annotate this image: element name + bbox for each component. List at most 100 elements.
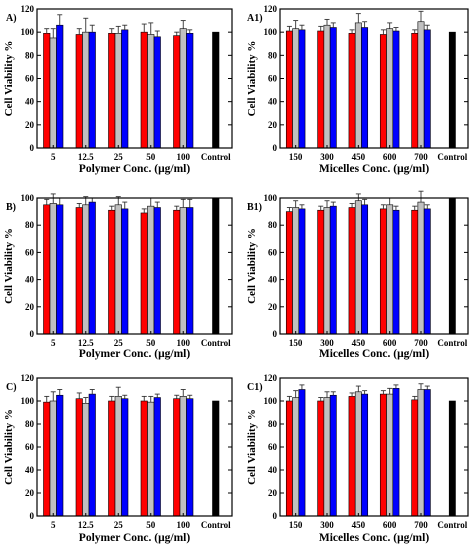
bar-gray bbox=[114, 396, 122, 517]
plot-frame bbox=[36, 377, 233, 517]
y-tick-label: 80 bbox=[268, 220, 278, 230]
chart-panel-5: C1) Cell Viability % 0 20 40 60 80 100 120 150 300… bbox=[246, 373, 469, 544]
y-tick-label: 100 bbox=[21, 396, 35, 406]
y-tick-label: 120 bbox=[264, 373, 278, 383]
bar-blue bbox=[329, 27, 337, 149]
y-tick-label: 40 bbox=[25, 97, 35, 107]
y-tick-label: 80 bbox=[25, 419, 35, 429]
panel-label: B1) bbox=[247, 202, 262, 213]
bar-control bbox=[212, 31, 220, 149]
x-tick-label: 5 bbox=[51, 338, 56, 348]
x-tick-label-control: Control bbox=[201, 152, 231, 162]
x-tick-label: 700 bbox=[414, 520, 428, 530]
plot-frame bbox=[36, 8, 233, 149]
plot-frame bbox=[279, 8, 469, 149]
x-axis-label: Polymer Conc. (μg/ml) bbox=[79, 163, 191, 175]
bar-blue bbox=[298, 389, 306, 517]
y-tick-label: 60 bbox=[25, 74, 35, 84]
y-tick-label: 0 bbox=[273, 329, 278, 339]
bar-gray bbox=[386, 28, 394, 149]
bar-gray bbox=[179, 207, 187, 335]
bar-blue bbox=[423, 389, 431, 517]
bar-blue bbox=[56, 24, 64, 149]
bar-red bbox=[285, 30, 293, 149]
y-tick-label: 20 bbox=[25, 120, 35, 130]
x-tick-label: 300 bbox=[320, 520, 334, 530]
y-tick-label: 80 bbox=[268, 50, 278, 60]
bar-red bbox=[348, 207, 356, 335]
bar-blue bbox=[56, 204, 64, 335]
x-axis-label: Polymer Conc. (μg/ml) bbox=[79, 532, 191, 544]
bar-blue bbox=[329, 394, 337, 517]
bar-red bbox=[411, 209, 419, 335]
bar-red bbox=[43, 33, 51, 149]
bar-blue bbox=[423, 208, 431, 335]
bar-gray bbox=[114, 204, 122, 335]
bar-gray bbox=[354, 391, 362, 517]
bar-gray bbox=[354, 22, 362, 149]
bar-red bbox=[140, 31, 148, 149]
bar-gray bbox=[417, 389, 425, 517]
bar-gray bbox=[292, 397, 300, 517]
bar-blue bbox=[392, 388, 400, 517]
bar-red bbox=[317, 30, 325, 149]
bar-red bbox=[379, 208, 387, 335]
x-tick-label: 600 bbox=[383, 520, 397, 530]
y-tick-label: 100 bbox=[264, 396, 278, 406]
x-tick-label-control: Control bbox=[437, 152, 467, 162]
x-tick-label-control: Control bbox=[437, 520, 467, 530]
y-tick-label: 0 bbox=[273, 511, 278, 521]
x-tick-label: 150 bbox=[289, 338, 303, 348]
bar-blue bbox=[298, 29, 306, 149]
bar-red bbox=[75, 207, 83, 335]
y-tick-label: 100 bbox=[264, 27, 278, 37]
bar-red bbox=[379, 34, 387, 149]
bar-gray bbox=[147, 401, 155, 517]
x-tick-label-control: Control bbox=[201, 338, 231, 348]
x-tick-label: 450 bbox=[352, 520, 366, 530]
bar-blue bbox=[88, 201, 96, 335]
y-tick-label: 20 bbox=[268, 120, 278, 130]
y-axis-label: Cell Viability % bbox=[246, 228, 258, 304]
bar-red bbox=[379, 393, 387, 517]
y-tick-label: 80 bbox=[268, 419, 278, 429]
bar-gray bbox=[82, 204, 90, 335]
bar-red bbox=[285, 211, 293, 335]
bar-gray bbox=[417, 201, 425, 335]
panel-label: A1) bbox=[247, 13, 263, 24]
bar-gray bbox=[417, 21, 425, 149]
bar-red bbox=[43, 401, 51, 517]
x-tick-label: 700 bbox=[414, 152, 428, 162]
y-tick-label: 100 bbox=[264, 193, 278, 203]
bar-control bbox=[212, 197, 220, 335]
plot-frame bbox=[279, 197, 469, 335]
bar-gray bbox=[386, 393, 394, 517]
chart-panel-1: A1) Cell Viability % 0 20 40 60 80 100 120 150 300… bbox=[246, 4, 469, 175]
y-tick-label: 120 bbox=[21, 373, 35, 383]
bar-gray bbox=[179, 396, 187, 517]
y-tick-label: 60 bbox=[268, 442, 278, 452]
bar-blue bbox=[298, 208, 306, 335]
x-tick-label: 25 bbox=[114, 152, 124, 162]
bar-gray bbox=[82, 402, 90, 517]
chart-panel-0: A) Cell Viability % 0 20 40 60 80 100 120 5 12.5 25… bbox=[3, 4, 233, 175]
x-tick-label: 300 bbox=[320, 338, 334, 348]
y-tick-label: 60 bbox=[25, 247, 35, 257]
bar-gray bbox=[323, 397, 331, 517]
x-tick-label: 100 bbox=[177, 520, 191, 530]
bar-blue bbox=[88, 393, 96, 517]
x-tick-label-control: Control bbox=[201, 520, 231, 530]
y-tick-label: 0 bbox=[30, 143, 35, 153]
bar-red bbox=[348, 396, 356, 517]
panel-label: C) bbox=[6, 382, 17, 393]
bar-blue bbox=[392, 30, 400, 149]
x-tick-label: 25 bbox=[114, 338, 124, 348]
bar-control bbox=[448, 31, 456, 149]
bar-red bbox=[108, 400, 116, 517]
x-tick-label: 12.5 bbox=[78, 338, 94, 348]
y-tick-label: 100 bbox=[21, 27, 35, 37]
bar-gray bbox=[323, 207, 331, 335]
bar-blue bbox=[153, 207, 161, 335]
x-tick-label: 700 bbox=[414, 338, 428, 348]
y-tick-label: 20 bbox=[25, 488, 35, 498]
